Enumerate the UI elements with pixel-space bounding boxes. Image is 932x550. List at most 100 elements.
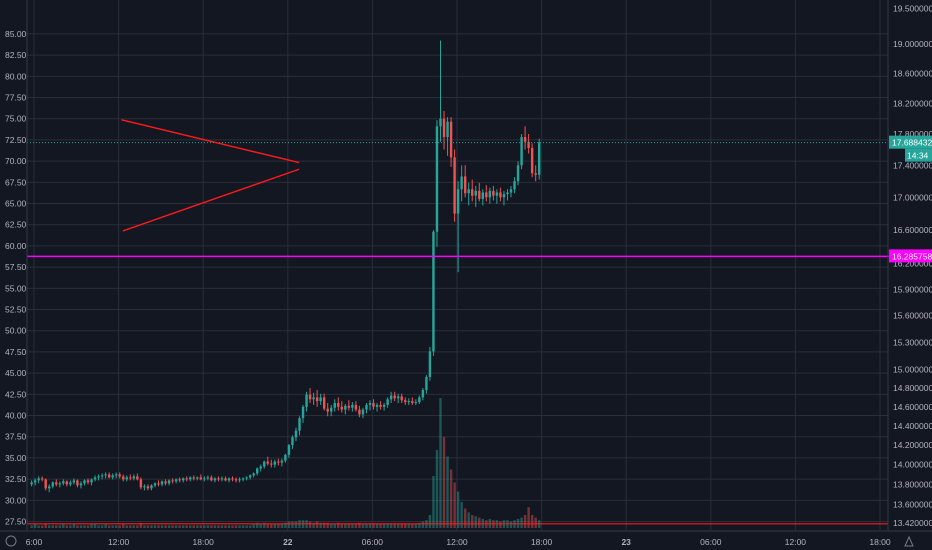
volume-bar [104,524,107,528]
left-axis-tick-label: 30.00 [5,495,27,505]
candle-body [513,181,516,190]
volume-bar [185,525,188,528]
volume-bar [344,524,347,528]
right-axis-tick-label: 15.900000 [893,284,932,294]
left-axis-tick-label: 37.50 [5,432,27,442]
candle-body [150,485,153,489]
volume-bar [58,525,62,528]
volume-bar [340,524,344,528]
candle-body [189,477,192,480]
candle-body [192,477,195,479]
volume-bar [389,524,393,528]
candle-body [407,401,410,403]
candle-body [270,463,273,465]
candle-body [33,480,37,483]
left-axis-tick-label: 27.50 [5,517,27,527]
candle-body [340,406,344,410]
volume-bar [442,437,446,528]
volume-bar [453,482,456,528]
candle-body [315,397,319,402]
volume-bar [192,525,195,528]
triangle-lower-line [122,168,300,232]
volume-bar [114,525,118,528]
left-axis-tick-label: 60.00 [5,241,27,251]
volume-bar [463,508,467,528]
candle-body [530,147,534,174]
volume-bar [400,524,403,528]
candle-body [62,481,65,484]
volume-bar [132,525,136,528]
left-axis-tick-label: 82.50 [5,50,27,60]
candle-body [414,402,418,404]
right-axis-tick-label: 14.800000 [893,383,932,393]
countdown-tag [905,148,932,162]
left-axis-tick-label: 40.00 [5,411,27,421]
candle-body [122,476,125,480]
candle-body [86,480,90,483]
volume-bar [248,525,252,528]
candle-body [301,406,305,419]
volume-bar [396,524,400,528]
candle-body [132,476,136,479]
candle-body [396,396,400,399]
candle-body [432,231,435,352]
volume-bar [111,525,114,528]
volume-bar [48,525,51,528]
volume-bar [129,525,132,528]
volume-bar [393,524,396,528]
volume-bar [157,525,160,528]
candle-body [238,479,241,481]
volume-bar [386,524,389,528]
candle-body [40,478,44,480]
candle-body [389,395,393,400]
volume-bar [474,516,477,528]
volume-bar [534,517,537,528]
candle-body [280,460,284,463]
right-axis-tick-label: 13.600000 [893,499,932,509]
volume-bar [181,525,185,528]
volume-bar [284,522,287,528]
candle-body [287,445,291,455]
candle-body [167,480,171,484]
candle-body [30,482,33,485]
candle-body [125,477,128,480]
x-axis-tick-label: 18:00 [193,537,215,547]
volume-bar [196,525,199,528]
x-axis-tick-label: 18:00 [531,537,553,547]
volume-bar [337,522,340,528]
volume-bar [40,525,44,528]
candle-body [333,403,336,408]
volume-bar [382,524,386,528]
candle-body [160,481,164,485]
candle-body [248,475,252,478]
horizontal-line-tag [889,249,932,263]
volume-bar [118,525,121,528]
volume-bar [231,525,234,528]
left-axis-tick-label: 65.00 [5,199,27,209]
right-axis-tick-label: 14.600000 [893,402,932,412]
right-axis-tick-label: 17.800000 [893,129,932,139]
left-axis-tick-label: 62.50 [5,220,27,230]
candle-body [252,473,255,476]
candle-body [506,192,509,195]
volume-bar [150,525,153,528]
candle-body [294,430,298,438]
candle-body [319,397,322,402]
right-axis-tick-label: 13.800000 [893,479,932,489]
right-axis-tick-label: 13.420000 [893,518,932,528]
volume-bar [456,491,460,528]
right-axis-tick-label: 18.600000 [893,68,932,78]
candle-body [368,403,372,405]
annotation-lines [27,119,932,525]
candle-body [136,476,139,480]
volume-bar [153,525,157,528]
volume-bar [435,450,439,528]
candle-body [298,418,301,431]
left-axis-tick-label: 45.00 [5,368,27,378]
left-axis-tick-label: 80.00 [5,71,27,81]
volume-bar [418,522,421,528]
volume-bar [432,476,435,528]
volume-bar [83,525,86,528]
